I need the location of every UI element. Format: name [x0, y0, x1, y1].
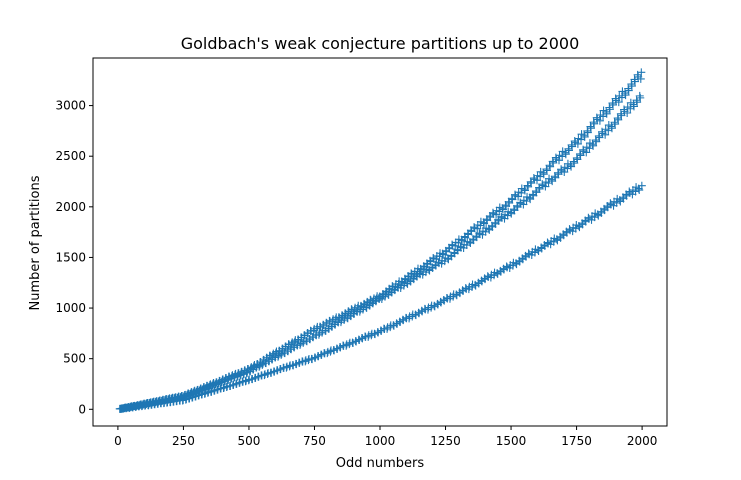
data-point [631, 77, 640, 86]
data-point [624, 86, 633, 95]
y-tick-label: 500 [63, 352, 86, 366]
data-point [621, 91, 630, 100]
x-axis: 0 250 500 750 1000 1250 1500 1750 2000 [114, 426, 657, 448]
x-tick-label: 1500 [496, 434, 527, 448]
data-point [573, 155, 582, 164]
plot-frame [92, 57, 668, 427]
data-point [636, 93, 645, 102]
x-tick-label: 0 [114, 434, 122, 448]
data-point [633, 98, 642, 107]
data-point [592, 137, 601, 146]
y-tick-label: 3000 [55, 99, 86, 113]
x-tick-label: 500 [237, 434, 260, 448]
y-tick-label: 1500 [55, 250, 86, 264]
data-point [580, 132, 589, 141]
y-tick-label: 2000 [55, 200, 86, 214]
data-point [637, 68, 646, 77]
x-tick-label: 1750 [561, 434, 592, 448]
x-tick-label: 750 [303, 434, 326, 448]
data-point [627, 82, 636, 91]
data-point [576, 151, 585, 160]
x-tick-label: 250 [172, 434, 195, 448]
chart-title: Goldbach's weak conjecture partitions up… [181, 34, 580, 53]
data-point [609, 100, 618, 109]
data-point [589, 141, 598, 150]
y-tick-label: 2500 [55, 149, 86, 163]
data-point [602, 109, 611, 118]
y-axis-label: Number of partitions [28, 175, 43, 310]
y-tick-label: 0 [78, 402, 86, 416]
x-tick-label: 2000 [627, 434, 658, 448]
data-point [637, 181, 646, 190]
data-point [607, 124, 616, 133]
data-point [611, 120, 620, 129]
data-point [590, 119, 599, 128]
y-tick-label: 1000 [55, 301, 86, 315]
x-tick-label: 1250 [430, 434, 461, 448]
x-axis-label: Odd numbers [336, 456, 425, 471]
data-point [586, 124, 595, 133]
x-tick-label: 1000 [365, 434, 396, 448]
data-point [595, 133, 604, 142]
y-axis: 0 500 1000 1500 2000 2500 3000 [55, 99, 93, 416]
data-point [635, 186, 644, 195]
data-point [629, 102, 638, 111]
data-point [583, 128, 592, 137]
data-point [614, 115, 623, 124]
data-markers [115, 68, 646, 413]
data-point [605, 105, 614, 114]
data-point [617, 111, 626, 120]
